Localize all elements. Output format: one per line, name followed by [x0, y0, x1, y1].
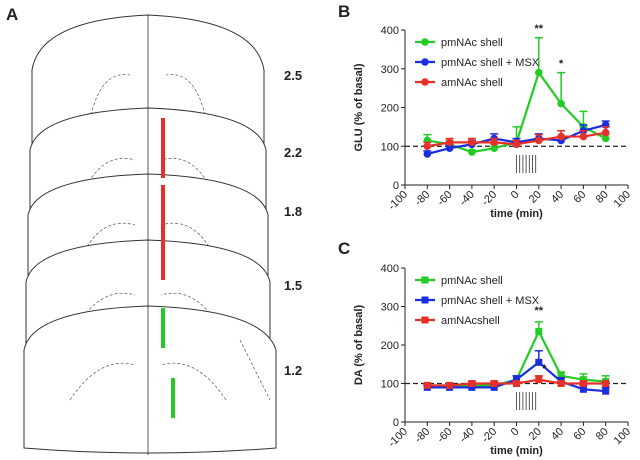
legend-label: pmNAc shell [441, 37, 503, 49]
x-tick-label: 0 [509, 426, 522, 439]
section-level: 1.5 [284, 278, 302, 293]
x-tick-label: 40 [549, 189, 566, 206]
y-axis-label: DA (% of basal) [353, 305, 365, 386]
x-tick-label: -80 [413, 426, 433, 446]
marker [579, 132, 588, 141]
marker [423, 381, 431, 389]
marker [579, 385, 587, 393]
y-tick-label: 400 [381, 25, 399, 37]
y-tick-label: 0 [393, 180, 399, 192]
x-tick-label: -100 [386, 189, 410, 213]
marker [490, 138, 499, 147]
marker [602, 380, 610, 387]
marker [535, 376, 543, 384]
x-tick-label: -100 [386, 426, 410, 450]
marker [512, 140, 521, 149]
x-axis-label: time (min) [490, 445, 543, 457]
x-tick-label: -20 [480, 426, 500, 446]
section-level: 1.8 [284, 204, 302, 219]
y-tick-label: 100 [381, 141, 399, 153]
marker [535, 358, 543, 366]
panel-label: A [6, 5, 18, 24]
y-tick-label: 400 [381, 263, 399, 275]
section-level: 2.5 [284, 68, 302, 83]
x-tick-label: 0 [509, 189, 522, 202]
legend-label: amNAc shell [441, 77, 503, 89]
y-axis-label: GLU (% of basal) [353, 63, 365, 151]
y-tick-label: 200 [381, 103, 399, 115]
marker [423, 150, 432, 158]
marker [468, 148, 476, 156]
marker [445, 144, 454, 152]
x-tick-label: 60 [571, 426, 588, 443]
annotation: ** [535, 23, 544, 35]
panel-label: B [338, 2, 350, 21]
legend-marker [421, 296, 429, 304]
marker [557, 99, 565, 108]
marker [468, 383, 476, 391]
marker [490, 144, 499, 152]
marker [490, 383, 498, 391]
marker [557, 132, 565, 141]
x-tick-label: 100 [612, 426, 633, 447]
section-level: 2.2 [284, 145, 302, 160]
marker [557, 372, 565, 380]
x-tick-label: 80 [594, 189, 611, 206]
panel-a: A 2.5 2.2 1.8 1.5 1.2 [6, 5, 302, 455]
x-axis-label: time (min) [490, 208, 543, 220]
legend-marker [421, 38, 429, 46]
legend-label: pmNAc shell + MSX [441, 57, 540, 69]
annotation: * [559, 58, 564, 70]
marker [579, 376, 587, 384]
marker [579, 380, 587, 387]
marker [513, 380, 520, 387]
panel-label: C [338, 239, 350, 258]
marker [468, 138, 476, 147]
y-tick-label: 300 [381, 302, 399, 314]
marker [601, 134, 610, 143]
brain-sections [23, 14, 277, 455]
legend-marker [421, 316, 429, 324]
marker [602, 387, 610, 395]
x-tick-label: -40 [457, 426, 477, 446]
marker [601, 128, 610, 137]
marker [513, 376, 520, 384]
legend-label: amNAcshell [441, 315, 500, 327]
legend-marker [421, 78, 429, 86]
marker [557, 380, 565, 387]
y-tick-label: 300 [381, 64, 399, 76]
marker [445, 138, 454, 147]
x-tick-label: 80 [594, 426, 611, 443]
marker [535, 328, 543, 336]
x-tick-label: 60 [571, 189, 588, 206]
x-tick-label: -60 [435, 426, 455, 446]
marker [535, 136, 543, 145]
marker [535, 68, 543, 77]
x-tick-label: -80 [413, 189, 433, 209]
x-tick-label: -40 [457, 189, 477, 209]
legend-marker [421, 276, 429, 284]
annotation: ** [535, 305, 544, 317]
section-level: 1.2 [284, 363, 302, 378]
x-tick-label: -60 [435, 189, 455, 209]
x-tick-label: 40 [549, 426, 566, 443]
marker [490, 380, 498, 387]
x-tick-label: 20 [527, 426, 544, 443]
x-tick-label: 20 [527, 189, 544, 206]
marker [468, 380, 476, 387]
y-tick-label: 100 [381, 379, 399, 391]
y-tick-label: 200 [381, 340, 399, 352]
annotation: * [542, 363, 547, 375]
legend-marker [421, 58, 429, 66]
x-tick-label: -20 [480, 189, 500, 209]
marker [446, 381, 454, 389]
y-tick-label: 0 [393, 417, 399, 429]
legend-label: pmNAc shell + MSX [441, 295, 540, 307]
legend-label: pmNAc shell [441, 275, 503, 287]
marker [423, 142, 432, 151]
x-tick-label: 100 [612, 189, 633, 210]
